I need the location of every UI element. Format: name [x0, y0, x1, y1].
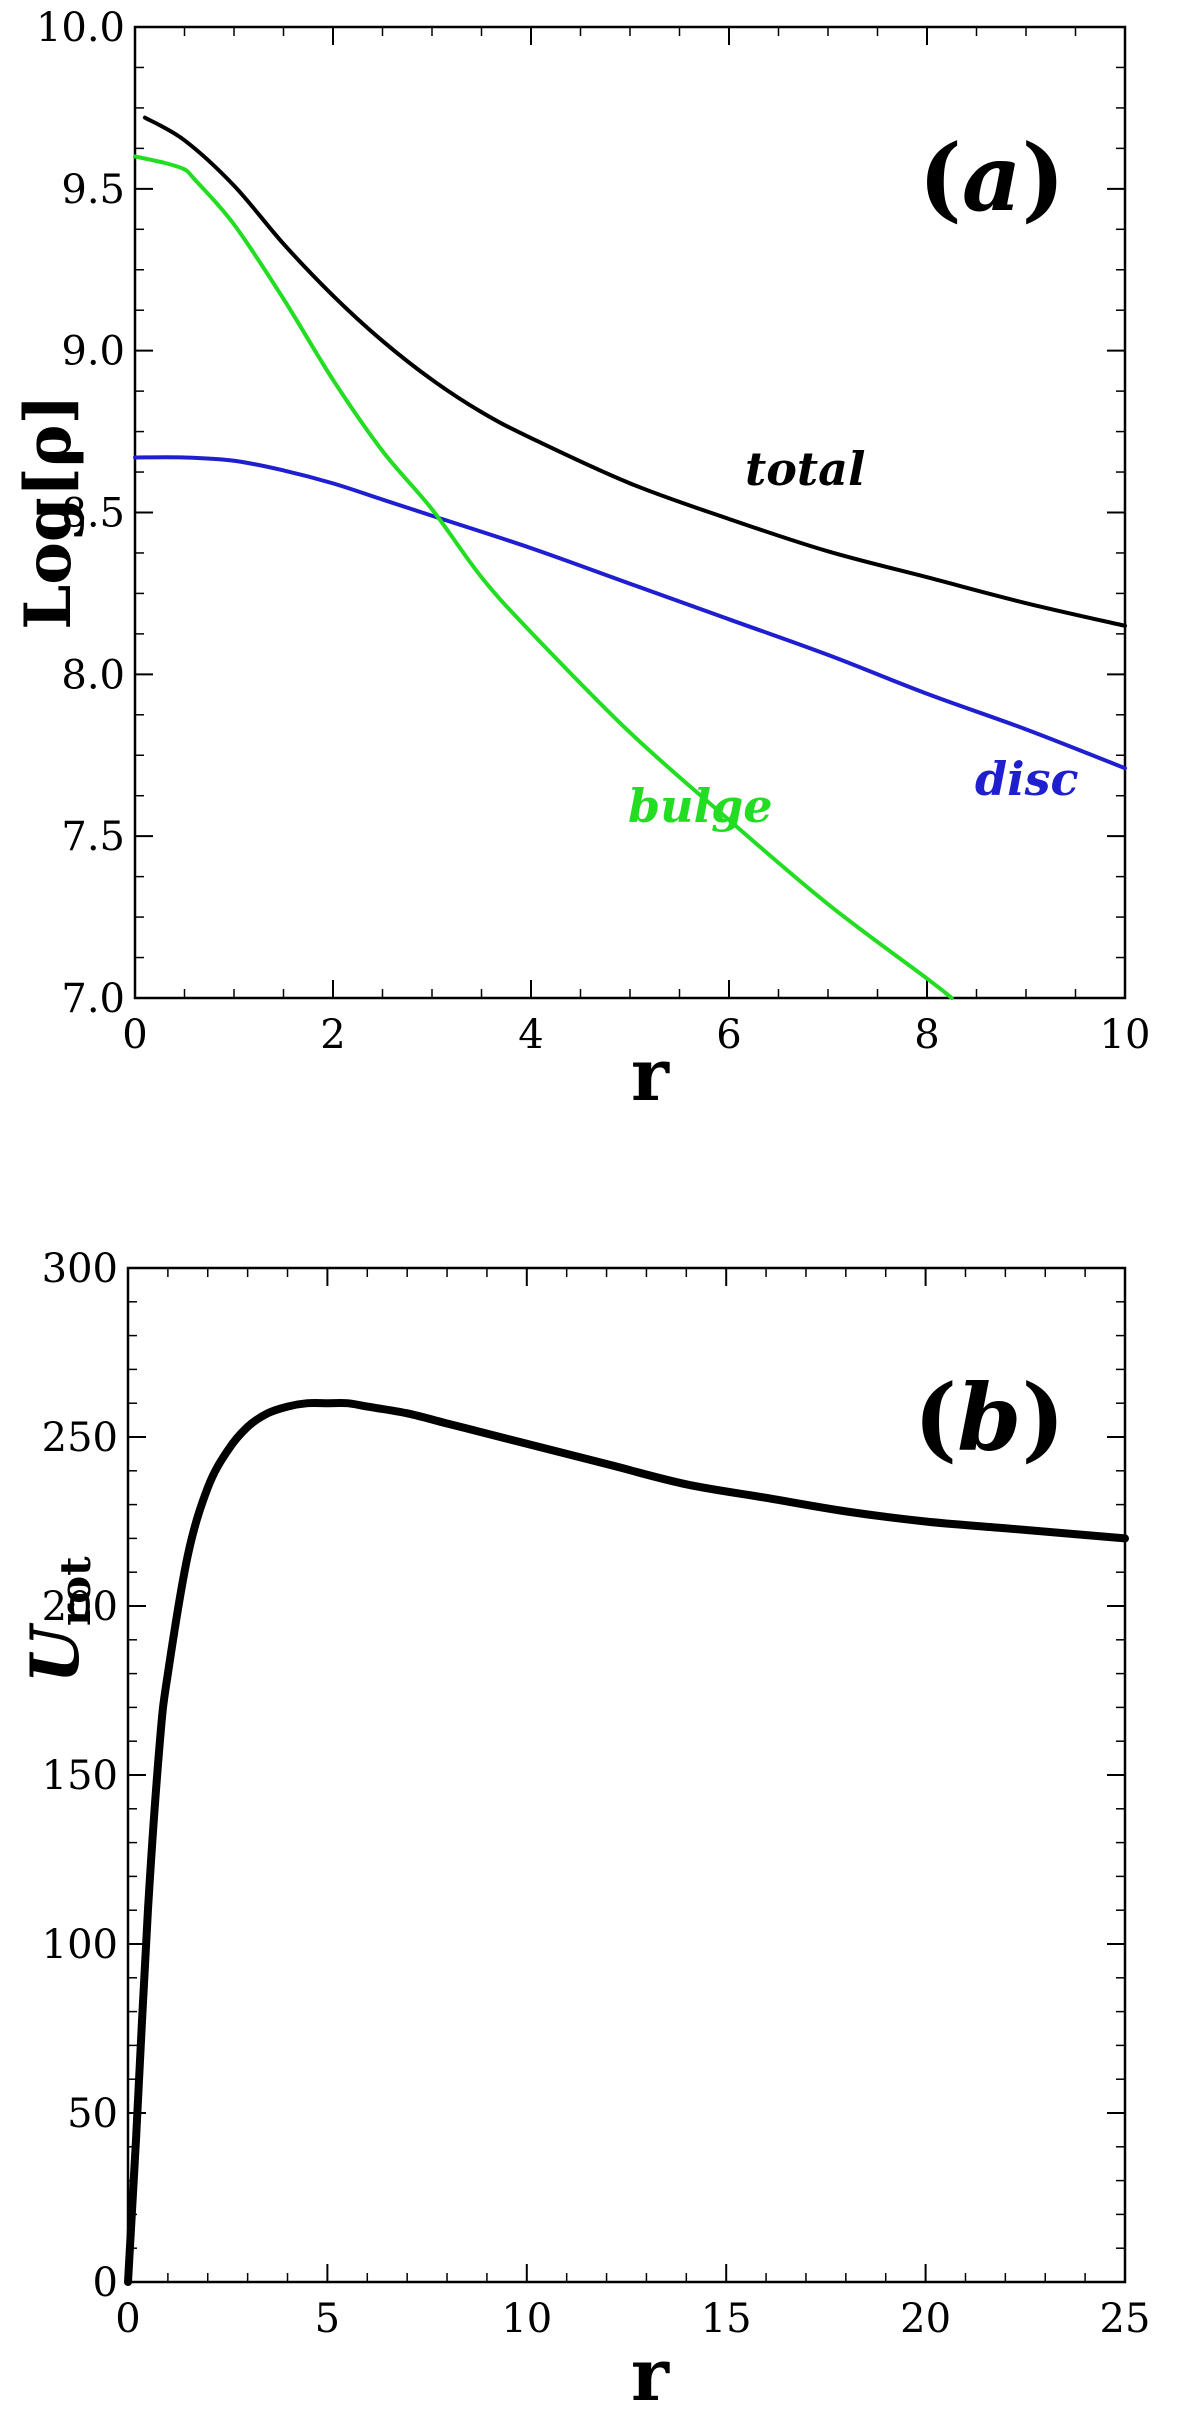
x-axis-label-a: r [631, 1032, 670, 1117]
series-line-curve-b [124, 1398, 1129, 2286]
y-tick-label-b: 50 [67, 2091, 118, 2137]
y-tick-label-a: 9.5 [61, 167, 125, 213]
x-tick-label-a: 0 [122, 1012, 147, 1058]
series-line-disc [133, 455, 1127, 771]
y-tick-label-a: 7.0 [61, 976, 125, 1022]
series-line-bulge [133, 154, 954, 1000]
y-tick-label-a: 9.0 [61, 329, 125, 375]
y-tick-label-a: 7.5 [61, 814, 125, 860]
curves-a [133, 115, 1127, 1000]
panel-label-a: (a) [918, 124, 1065, 232]
y-tick-label-b: 200 [42, 1584, 118, 1630]
series-line-total [142, 115, 1127, 628]
y-tick-label-b: 150 [42, 1753, 118, 1799]
panel-label-b: (b) [914, 1364, 1065, 1472]
panel-a-density-plot: 0 2 4 6 8 107.07.58.08.59.09.510.0 (a) total … [11, 5, 1150, 1117]
series-label-total: total [745, 442, 865, 496]
ticks-a: 0 2 4 6 8 10 7.0 7.5 8.0 8.5 9.0 9.5 10.0 [36, 5, 1151, 1058]
y-tick-label-b: 100 [42, 1922, 118, 1968]
x-tick-label-a: 10 [1100, 1012, 1151, 1058]
x-tick-label-b: 10 [501, 2296, 552, 2342]
y-tick-label-a: 8.0 [61, 652, 125, 698]
x-tick-label-b: 25 [1100, 2296, 1151, 2342]
y-tick-label-a: 8.5 [61, 491, 125, 537]
x-tick-label-a: 2 [320, 1012, 345, 1058]
x-tick-label-b: 20 [900, 2296, 951, 2342]
y-tick-label-b: 0 [93, 2260, 118, 2306]
x-tick-label-b: 5 [315, 2296, 340, 2342]
x-tick-label-b: 0 [115, 2296, 140, 2342]
x-axis-label-b: r [631, 2332, 670, 2417]
series-label-bulge: bulge [628, 779, 773, 833]
series-label-disc: disc [975, 752, 1079, 806]
y-tick-label-a: 10.0 [36, 5, 125, 51]
y-axis-label-a: Log[ρ] [11, 394, 86, 630]
x-tick-label-a: 6 [716, 1012, 741, 1058]
y-tick-label-b: 250 [42, 1415, 118, 1461]
x-tick-label-a: 8 [914, 1012, 939, 1058]
curves-b [124, 1398, 1129, 2286]
x-tick-label-b: 15 [701, 2296, 752, 2342]
y-axis-label-b: Urot [16, 1556, 100, 1684]
y-tick-label-b: 300 [42, 1246, 118, 1292]
x-tick-label-a: 4 [518, 1012, 543, 1058]
